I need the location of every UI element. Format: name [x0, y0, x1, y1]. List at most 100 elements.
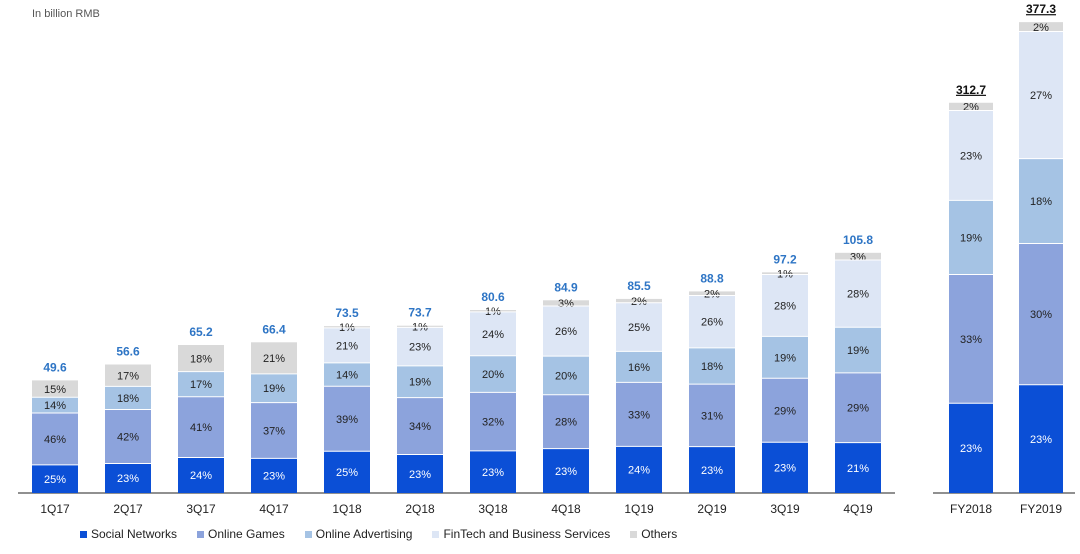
bar-segment: [616, 302, 662, 352]
segment-label: 21%: [336, 340, 358, 352]
bar-segment: [397, 327, 443, 366]
bar-segment: [470, 355, 516, 393]
legend-label: Online Games: [208, 527, 285, 541]
x-tick-label: FY2019: [1020, 502, 1062, 516]
legend-item-online-advertising: Online Advertising: [304, 527, 413, 541]
segment-label: 21%: [847, 463, 869, 475]
bar-segment: [397, 397, 443, 455]
segment-label: 37%: [263, 425, 285, 437]
bar-segment: [178, 344, 224, 372]
segment-label: 25%: [336, 467, 358, 479]
x-tick-label: 3Q18: [478, 502, 508, 516]
total-label: 56.6: [116, 345, 140, 359]
legend-swatch-online-games: [197, 530, 205, 538]
segment-label: 16%: [628, 362, 650, 374]
bar-segment: [762, 274, 808, 337]
bar-segment: [32, 380, 78, 398]
total-label: 312.7: [956, 83, 986, 97]
bar-segment: [324, 362, 370, 387]
segment-label: 30%: [1030, 309, 1052, 321]
x-tick-label: 3Q19: [770, 502, 800, 516]
bar-segment: [324, 386, 370, 452]
legend-swatch-online-advertising: [304, 530, 312, 538]
legend-swatch-others: [630, 530, 638, 538]
total-label: 105.8: [843, 233, 873, 247]
segment-label: 18%: [117, 393, 139, 405]
x-tick-label: 2Q18: [405, 502, 435, 516]
legend-label: Others: [641, 527, 678, 541]
legend-label: Online Advertising: [315, 527, 413, 541]
x-tick-label: 4Q19: [843, 502, 873, 516]
bar-segment: [251, 458, 297, 493]
segment-label: 19%: [263, 383, 285, 395]
segment-label: 15%: [44, 384, 66, 396]
bar-segment: [616, 351, 662, 383]
bar-segment: [32, 397, 78, 414]
bar-segment: [949, 274, 993, 404]
bar-segment: [543, 306, 589, 357]
bar-segment: [251, 373, 297, 403]
segment-label: 23%: [960, 150, 982, 162]
segment-label: 24%: [482, 329, 504, 341]
bar-segment: [178, 371, 224, 397]
total-label: 377.3: [1026, 2, 1056, 16]
segment-label: 20%: [555, 370, 577, 382]
bar-segment: [689, 347, 735, 385]
segment-label: 28%: [774, 300, 796, 312]
bar-segment: [949, 403, 993, 493]
segment-label: 34%: [409, 421, 431, 433]
segment-label: 29%: [774, 405, 796, 417]
x-tick-label: 2Q17: [113, 502, 143, 516]
bar-segment: [689, 295, 735, 348]
segment-label: 17%: [117, 370, 139, 382]
segment-label: 32%: [482, 417, 504, 429]
segment-label: 26%: [555, 326, 577, 338]
total-label: 88.8: [700, 271, 724, 285]
bar-segment: [835, 252, 881, 261]
x-tick-label: 4Q18: [551, 502, 581, 516]
stacked-bar-chart: 25% 46% 14% 15% 49.6 1Q17 23% 42% 18% 17% 56.6 2Q17…: [18, 2, 1075, 516]
segment-label: 18%: [190, 353, 212, 365]
segment-label: 23%: [1030, 434, 1052, 446]
segment-label: 33%: [628, 409, 650, 421]
bar-segment: [616, 446, 662, 493]
segment-label: 23%: [263, 471, 285, 483]
segment-label: 33%: [960, 334, 982, 346]
segment-label: 2%: [704, 288, 720, 300]
bar-segment: [251, 342, 297, 374]
segment-label: 2%: [1033, 22, 1049, 34]
legend-item-others: Others: [630, 527, 677, 541]
segment-label: 3%: [850, 251, 866, 263]
segment-label: 2%: [963, 102, 979, 114]
total-label: 49.6: [43, 360, 67, 374]
bar-segment: [105, 386, 151, 410]
bar-segment: [105, 364, 151, 387]
segment-label: 29%: [847, 403, 869, 415]
segment-label: 14%: [44, 400, 66, 412]
x-tick-label: FY2018: [950, 502, 992, 516]
bar-segment: [949, 102, 993, 111]
segment-label: 25%: [628, 322, 650, 334]
segment-label: 23%: [774, 463, 796, 475]
total-label: 85.5: [627, 279, 651, 293]
segment-label: 2%: [631, 296, 647, 308]
legend-item-fintech: FinTech and Business Services: [432, 527, 610, 541]
bar-segment: [762, 336, 808, 379]
x-tick-label: 3Q17: [186, 502, 216, 516]
bar-segment: [397, 325, 443, 328]
segment-label: 28%: [847, 289, 869, 301]
legend-item-online-games: Online Games: [197, 527, 285, 541]
bar-segment: [616, 382, 662, 447]
bar-segment: [543, 394, 589, 449]
segment-label: 23%: [409, 469, 431, 481]
bar-segment: [470, 310, 516, 312]
bar-segment: [762, 272, 808, 275]
bar-segment: [762, 442, 808, 493]
segment-label: 26%: [701, 317, 723, 329]
x-tick-label: 1Q17: [40, 502, 70, 516]
bar-segment: [251, 402, 297, 459]
segment-label: 19%: [409, 377, 431, 389]
segment-label: 19%: [774, 352, 796, 364]
segment-label: 3%: [558, 298, 574, 310]
x-tick-label: 1Q18: [332, 502, 362, 516]
